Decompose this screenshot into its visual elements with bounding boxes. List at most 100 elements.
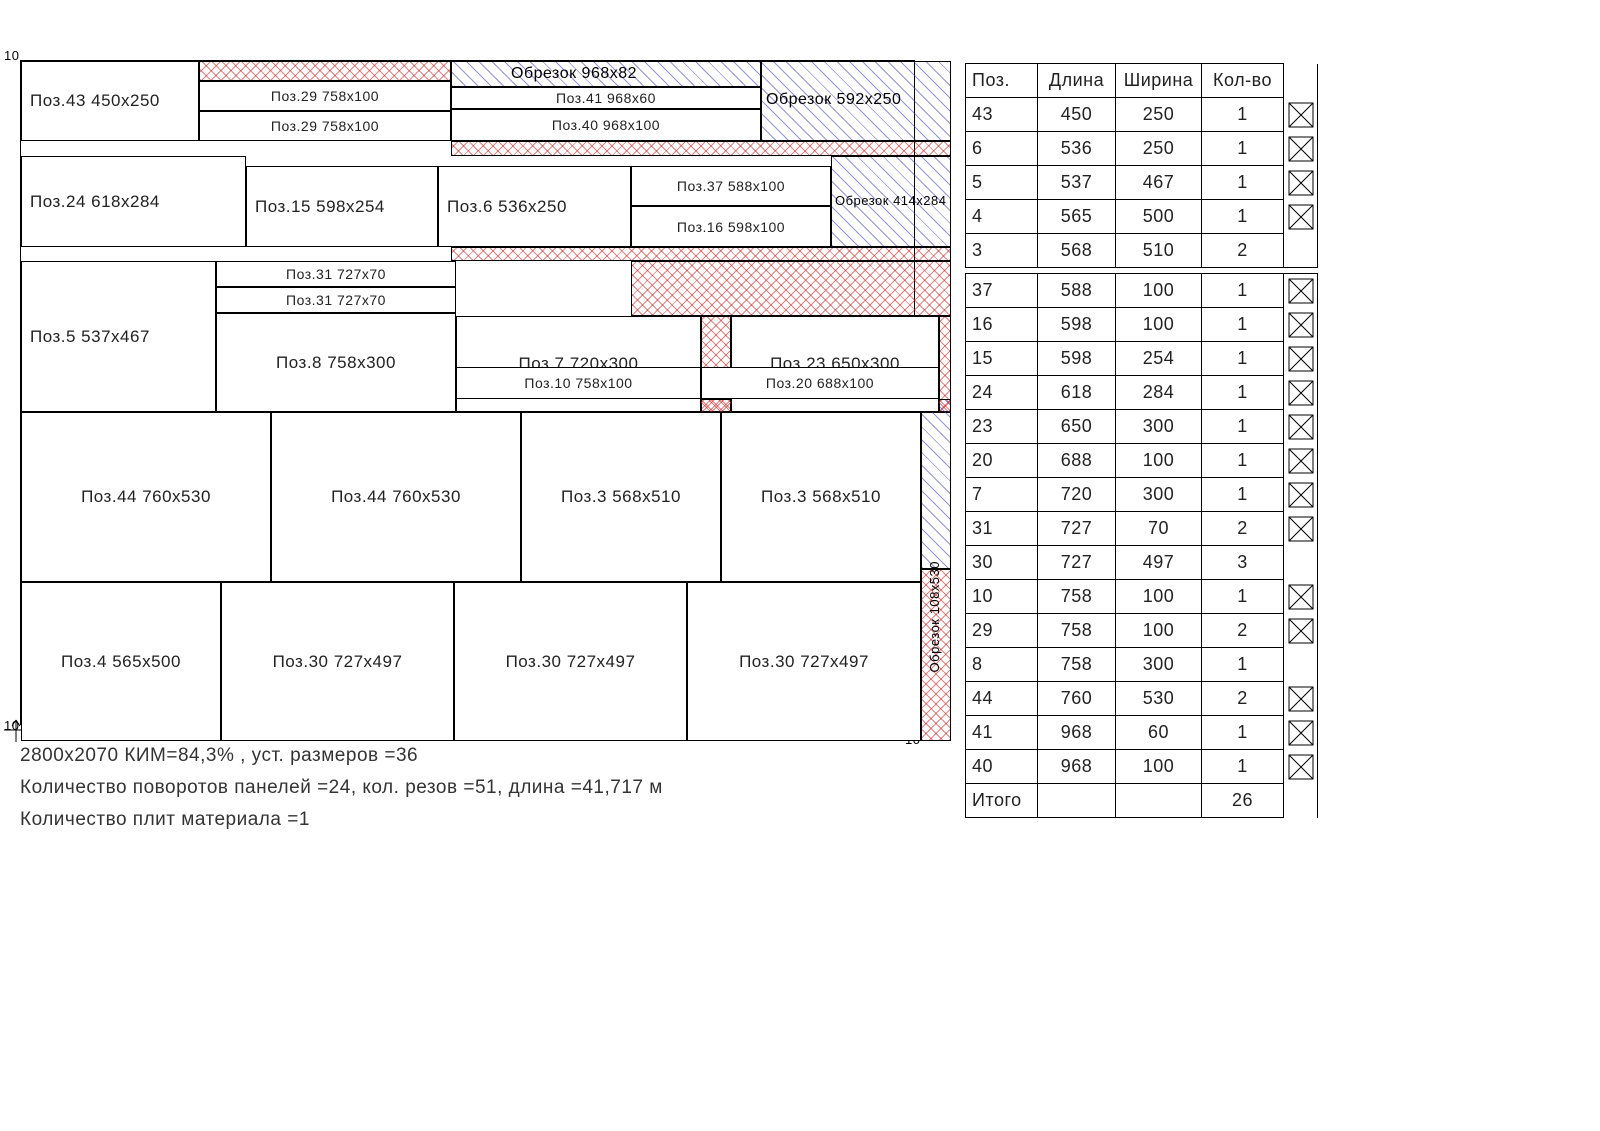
cell-len: 758: [1038, 614, 1116, 648]
col-wid: Ширина: [1116, 64, 1202, 98]
table-row: 206881001: [966, 444, 1318, 478]
cell-wid: 60: [1116, 716, 1202, 750]
cell-qty: 1: [1202, 274, 1284, 308]
cell-pos: 30: [966, 546, 1038, 580]
table-row: 35685102: [966, 234, 1318, 268]
cell-pos: 16: [966, 308, 1038, 342]
table-row: 87583001: [966, 648, 1318, 682]
panel-label: Поз.16 598x100: [677, 219, 785, 235]
cell-pos: 40: [966, 750, 1038, 784]
panel-label: Поз.6 536x250: [447, 197, 567, 217]
panel-20: Поз.20 688x100: [701, 367, 939, 399]
panel-6: Поз.6 536x250: [438, 166, 631, 247]
cell-mark-icon: [1284, 234, 1318, 268]
cell-wid: 497: [1116, 546, 1202, 580]
col-len: Длина: [1038, 64, 1116, 98]
panel-15: Поз.15 598x254: [246, 166, 438, 247]
cell-len: 650: [1038, 410, 1116, 444]
summary-line-1: 2800х2070 КИМ=84,3% , уст. размеров =36: [20, 740, 663, 772]
cell-qty: 1: [1202, 648, 1284, 682]
cell-len: 537: [1038, 166, 1116, 200]
cell-mark-icon: [1284, 132, 1318, 166]
table-row: 31727702: [966, 512, 1318, 546]
panel-label: Поз.31 727x70: [286, 292, 386, 308]
panel-label: Поз.30 727x497: [273, 652, 403, 672]
panel-10: Поз.10 758x100: [456, 367, 701, 399]
panel-label: Поз.4 565x500: [61, 652, 181, 672]
table-row: 297581002: [966, 614, 1318, 648]
panel-label: Поз.30 727x497: [739, 652, 869, 672]
cell-pos: 44: [966, 682, 1038, 716]
cell-qty: 3: [1202, 546, 1284, 580]
panel-24: Поз.24 618x284: [21, 156, 246, 247]
panel-30a: Поз.30 727x497: [221, 582, 454, 741]
table-row: 246182841: [966, 376, 1318, 410]
cell-qty: 1: [1202, 132, 1284, 166]
offcut-hatch: [921, 399, 951, 569]
table-row: 375881001: [966, 274, 1318, 308]
panel-30c: Поз.30 727x497: [687, 582, 921, 741]
panel-label: Поз.31 727x70: [286, 266, 386, 282]
summary-line-2: Количество поворотов панелей =24, кол. р…: [20, 772, 663, 804]
cell-len: 727: [1038, 546, 1116, 580]
cutting-sheet: Обрезок 968x82Обрезок 592x250Обрезок 414…: [20, 60, 915, 725]
cell-qty: 1: [1202, 166, 1284, 200]
table-row: 41968601: [966, 716, 1318, 750]
panel-label: Поз.3 568x510: [561, 487, 681, 507]
table-row: 165981001: [966, 308, 1318, 342]
panel-30b: Поз.30 727x497: [454, 582, 687, 741]
panel-41: Поз.41 968x60: [451, 87, 761, 109]
cell-qty: 2: [1202, 682, 1284, 716]
panel-44a: Поз.44 760x530: [21, 412, 271, 582]
cell-len: 565: [1038, 200, 1116, 234]
panel-4: Поз.4 565x500: [21, 582, 221, 741]
cell-wid: 467: [1116, 166, 1202, 200]
cell-pos: 4: [966, 200, 1038, 234]
cell-mark-icon: [1284, 614, 1318, 648]
table-row: 307274973: [966, 546, 1318, 580]
cell-mark-icon: [1284, 478, 1318, 512]
cell-pos: 6: [966, 132, 1038, 166]
table-row: 107581001: [966, 580, 1318, 614]
cell-pos: 7: [966, 478, 1038, 512]
cell-qty: 1: [1202, 308, 1284, 342]
cell-len: 450: [1038, 98, 1116, 132]
cell-qty: 2: [1202, 614, 1284, 648]
cell-qty: 1: [1202, 200, 1284, 234]
cell-len: 968: [1038, 716, 1116, 750]
cell-wid: 100: [1116, 444, 1202, 478]
panel-label: Поз.44 760x530: [331, 487, 461, 507]
cell-wid: 530: [1116, 682, 1202, 716]
col-qty: Кол-во: [1202, 64, 1284, 98]
cell-qty: 1: [1202, 376, 1284, 410]
cell-wid: 250: [1116, 132, 1202, 166]
cell-qty: 1: [1202, 444, 1284, 478]
cell-wid: 300: [1116, 478, 1202, 512]
panel-40: Поз.40 968x100: [451, 109, 761, 141]
panel-label: Поз.10 758x100: [524, 375, 632, 391]
panel-label: Поз.15 598x254: [255, 197, 385, 217]
cell-mark-icon: [1284, 512, 1318, 546]
cell-mark-icon: [1284, 342, 1318, 376]
col-pos: Поз.: [966, 64, 1038, 98]
panel-29b: Поз.29 758x100: [199, 111, 451, 141]
cell-len: 727: [1038, 512, 1116, 546]
panel-label: Поз.5 537x467: [30, 327, 150, 347]
cell-len: 598: [1038, 308, 1116, 342]
panel-label: Поз.43 450x250: [30, 91, 160, 111]
table-row: 236503001: [966, 410, 1318, 444]
cell-wid: 250: [1116, 98, 1202, 132]
table-row: 447605302: [966, 682, 1318, 716]
cell-pos: 10: [966, 580, 1038, 614]
cell-mark-icon: [1284, 410, 1318, 444]
table-row: 155982541: [966, 342, 1318, 376]
panel-3b: Поз.3 568x510: [721, 412, 921, 582]
panel-label: Поз.37 588x100: [677, 178, 785, 194]
cell-pos: 8: [966, 648, 1038, 682]
panel-label: Поз.30 727x497: [506, 652, 636, 672]
cell-mark-icon: [1284, 308, 1318, 342]
offcut-waste: [631, 261, 951, 316]
cell-wid: 510: [1116, 234, 1202, 268]
cell-pos: 5: [966, 166, 1038, 200]
cell-mark-icon: [1284, 682, 1318, 716]
